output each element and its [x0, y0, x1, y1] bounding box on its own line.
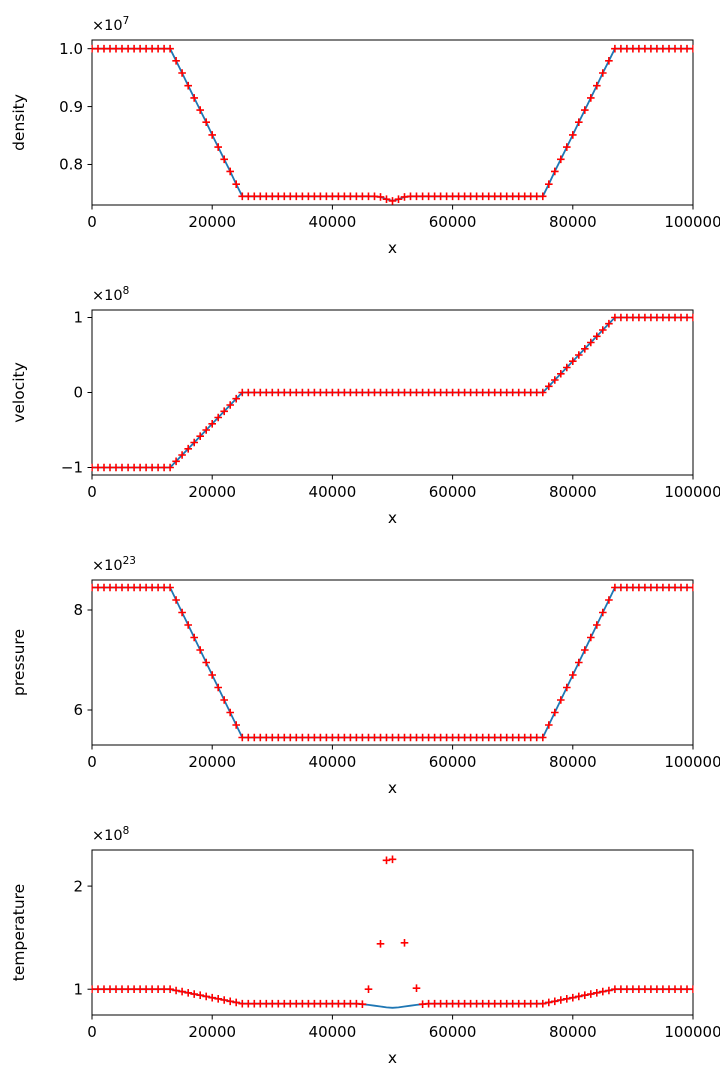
marker-series — [91, 44, 694, 205]
y-axis-offset-text: ×1023 — [92, 555, 136, 574]
x-tick-label: 0 — [87, 1023, 97, 1041]
subplot-velocity: 0 20000 40000 60000 80000 100000 −1 0 1 ×108 x velo… — [0, 270, 720, 540]
y-tick-label: −1 — [61, 459, 83, 477]
x-axis: 0 20000 40000 60000 80000 100000 — [87, 475, 720, 501]
y-axis: 12 — [73, 877, 92, 998]
x-tick-label: 80000 — [549, 1023, 597, 1041]
x-tick-label: 20000 — [188, 213, 236, 231]
axes-frame — [91, 39, 694, 206]
axes-frame — [91, 579, 694, 746]
marker-series — [91, 855, 694, 1008]
x-tick-label: 80000 — [549, 213, 597, 231]
x-tick-label: 80000 — [549, 753, 597, 771]
y-tick-label: 1.0 — [59, 40, 83, 58]
x-tick-label: 0 — [87, 213, 97, 231]
y-tick-label: 2 — [73, 877, 83, 895]
y-tick-label: 1 — [73, 309, 83, 327]
x-tick-label: 60000 — [429, 753, 477, 771]
y-tick-label: 1 — [73, 980, 83, 998]
x-tick-label: 60000 — [429, 1023, 477, 1041]
y-axis-label: temperature — [10, 884, 28, 981]
x-axis-label: x — [388, 1049, 397, 1067]
x-tick-label: 100000 — [664, 213, 720, 231]
x-tick-label: 80000 — [549, 483, 597, 501]
y-axis-offset-text: ×107 — [92, 15, 129, 34]
x-tick-label: 60000 — [429, 483, 477, 501]
y-axis: −1 0 1 — [61, 309, 92, 477]
x-tick-label: 0 — [87, 483, 97, 501]
x-tick-label: 0 — [87, 753, 97, 771]
x-tick-label: 40000 — [309, 1023, 357, 1041]
y-axis-label: density — [10, 94, 28, 151]
y-tick-label: 0.9 — [59, 98, 83, 116]
x-tick-label: 100000 — [664, 753, 720, 771]
x-tick-label: 100000 — [664, 483, 720, 501]
y-axis-label: velocity — [10, 362, 28, 423]
y-tick-label: 8 — [73, 601, 83, 619]
x-axis-label: x — [388, 779, 397, 797]
x-axis-label: x — [388, 239, 397, 257]
y-axis: 68 — [73, 601, 92, 719]
subplot-temperature: 0 20000 40000 60000 80000 100000 1 2 ×108 x temper… — [0, 810, 720, 1080]
x-axis: 0 20000 40000 60000 80000 100000 — [87, 205, 720, 231]
marker-series — [91, 583, 694, 742]
y-tick-label: 0.8 — [59, 156, 83, 174]
x-axis-label: x — [388, 509, 397, 527]
density-chart: 0 20000 40000 60000 80000 100000 0.8 0.9 1.0 ×107… — [10, 15, 720, 257]
x-tick-label: 40000 — [309, 483, 357, 501]
pressure-chart: 0 20000 40000 60000 80000 10000068×1023xpress… — [10, 555, 720, 797]
x-tick-label: 100000 — [664, 1023, 720, 1041]
y-axis-label: pressure — [10, 629, 28, 696]
subplot-density: 0 20000 40000 60000 80000 100000 0.8 0.9 1.0 ×107… — [0, 0, 720, 270]
x-tick-label: 40000 — [309, 213, 357, 231]
marker-series — [91, 313, 694, 472]
x-axis: 0 20000 40000 60000 80000 100000 — [87, 1015, 720, 1041]
x-axis: 0 20000 40000 60000 80000 100000 — [87, 745, 720, 771]
y-tick-label: 0 — [73, 384, 83, 402]
x-tick-label: 20000 — [188, 1023, 236, 1041]
y-axis: 0.8 0.9 1.0 — [59, 40, 92, 174]
velocity-chart: 0 20000 40000 60000 80000 100000−101×108xvelo… — [10, 285, 720, 527]
x-tick-label: 40000 — [309, 753, 357, 771]
temperature-chart: 0 20000 40000 60000 80000 10000012×108xtemper… — [10, 825, 720, 1067]
x-tick-label: 20000 — [188, 753, 236, 771]
y-tick-label: 6 — [73, 701, 83, 719]
subplot-pressure: 0 20000 40000 60000 80000 100000 6 8 ×1023 x press… — [0, 540, 720, 810]
x-tick-label: 20000 — [188, 483, 236, 501]
y-axis-offset-text: ×108 — [92, 285, 129, 304]
y-axis-offset-text: ×108 — [92, 825, 129, 844]
axes-frame — [91, 849, 694, 1016]
x-tick-label: 60000 — [429, 213, 477, 231]
